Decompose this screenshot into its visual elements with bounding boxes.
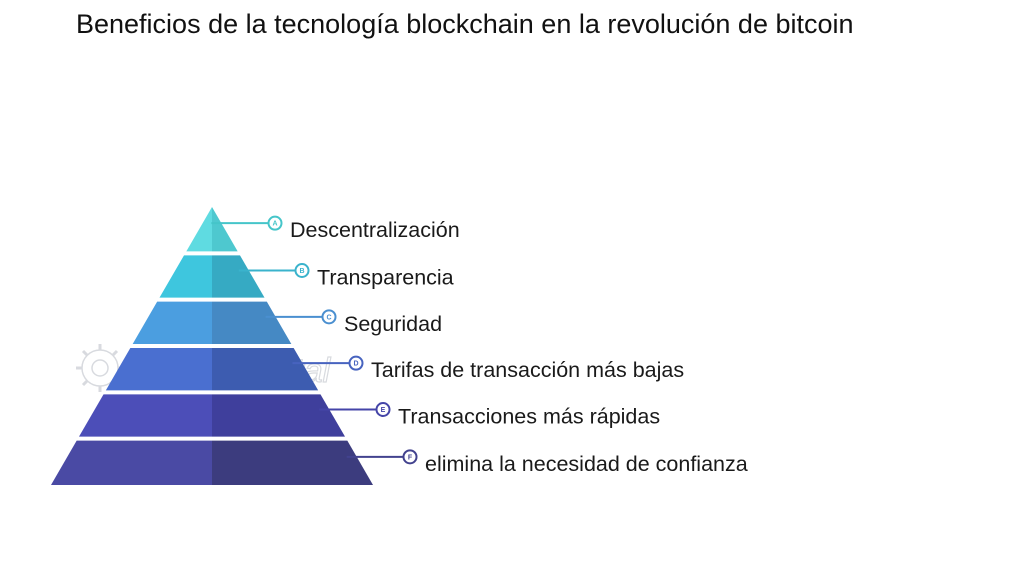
tier-b-right-face: [212, 255, 265, 298]
tier-f: [51, 440, 373, 485]
tier-e: [78, 394, 346, 437]
tier-b-marker-letter: B: [299, 268, 304, 275]
tier-a-marker-letter: A: [272, 221, 277, 228]
tier-c-marker-icon: [321, 309, 337, 325]
tier-c-connector: C Seguridad: [265, 309, 442, 336]
tier-b-left-face: [159, 255, 212, 298]
tier-b-label: Transparencia: [317, 266, 454, 290]
tier-c-marker-letter: C: [326, 314, 331, 321]
tier-a-connector: A Descentralización: [211, 215, 460, 242]
tier-d-marker-icon: [348, 355, 364, 371]
watermark-gear-icon: [76, 344, 124, 392]
tier-a-marker-icon: [267, 215, 283, 231]
tier-c-right-face: [212, 301, 292, 344]
page-title: Beneficios de la tecnología blockchain e…: [76, 9, 854, 39]
tier-a-left-face: [186, 207, 212, 252]
tier-d-right-face: [212, 348, 319, 391]
tier-e-left-face: [78, 394, 212, 437]
tier-a: [186, 207, 238, 252]
tier-connectors: A Descentralización B Transparencia C Segurid…: [211, 215, 748, 476]
tier-f-left-face: [51, 440, 212, 485]
tier-c-label: Seguridad: [344, 312, 442, 336]
tier-d-label: Tarifas de transacción más bajas: [371, 358, 684, 382]
tier-d: [105, 348, 319, 391]
tier-a-right-face: [212, 207, 238, 252]
tier-e-marker-letter: E: [381, 407, 386, 414]
tier-d-connector: D Tarifas de transacción más bajas: [292, 355, 684, 382]
tier-c-left-face: [132, 301, 212, 344]
tier-e-connector: E Transacciones más rápidas: [319, 402, 660, 429]
tier-f-marker-icon: [402, 449, 418, 465]
tier-b-connector: B Transparencia: [238, 263, 454, 290]
tier-f-label: elimina la necesidad de confianza: [425, 452, 748, 476]
tier-a-label: Descentralización: [290, 218, 460, 242]
tier-b-marker-icon: [294, 263, 310, 278]
tier-c: [132, 301, 292, 344]
tier-b: [159, 255, 265, 298]
tier-d-marker-letter: D: [353, 361, 358, 368]
pyramid-tiers: [51, 207, 373, 485]
tier-e-right-face: [212, 394, 346, 437]
tier-f-marker-letter: F: [408, 454, 413, 461]
tier-e-marker-icon: [375, 402, 391, 417]
tier-e-label: Transacciones más rápidas: [398, 405, 660, 429]
tier-f-right-face: [212, 440, 373, 485]
tier-d-left-face: [105, 348, 212, 391]
